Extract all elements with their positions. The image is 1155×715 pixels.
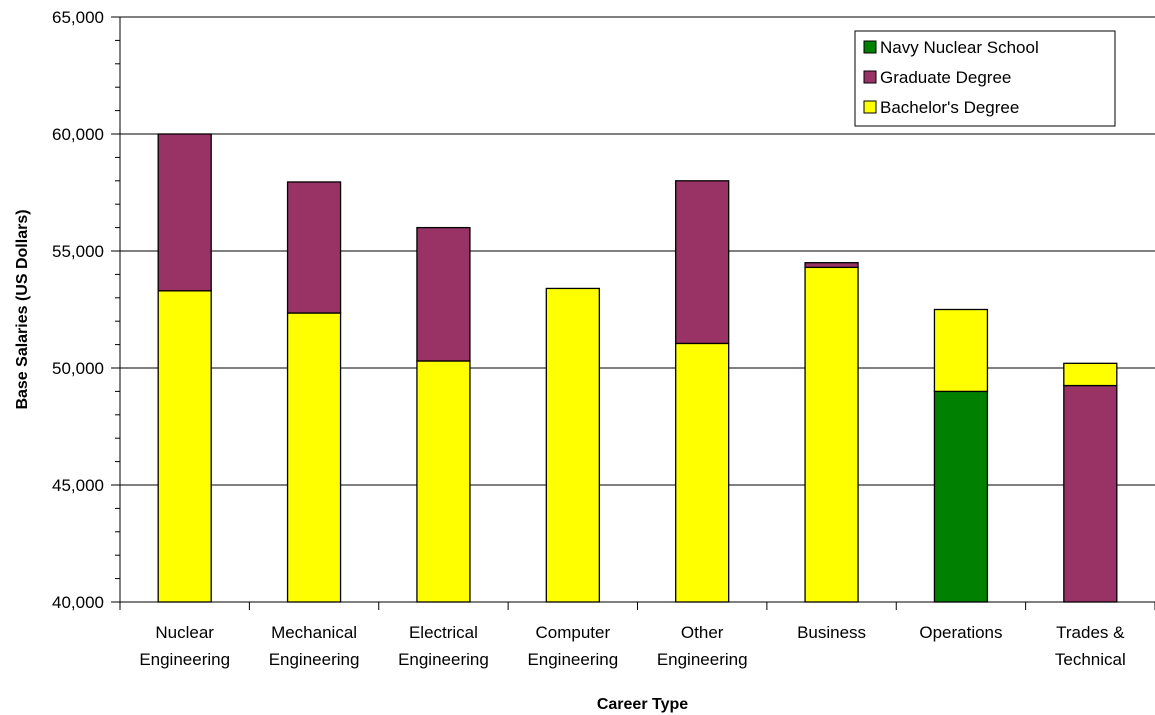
axis-labels: 40,000 45,000 50,000 55,000 60,000 65,000 Nucl…	[52, 8, 1126, 669]
bar-graduate-degree	[675, 180, 730, 345]
bar-bachelors-degree	[545, 287, 600, 603]
bar-bachelors-degree	[157, 290, 212, 603]
bar-bachelors-degree	[933, 308, 989, 393]
bar-bachelors-degree	[675, 342, 730, 603]
x-category-label: Engineering	[527, 650, 618, 669]
x-category-label: Trades &	[1056, 623, 1125, 642]
legend-swatch	[863, 70, 877, 84]
bars	[157, 133, 1118, 603]
bar-graduate-degree	[416, 226, 471, 362]
axes	[111, 16, 1155, 610]
bar-bachelors-degree	[286, 312, 342, 603]
x-category-label: Computer	[535, 623, 610, 642]
legend: Navy Nuclear School Graduate Degree Bachel…	[854, 30, 1116, 127]
legend-label: Graduate Degree	[880, 68, 1011, 87]
x-category-label: Business	[797, 623, 866, 642]
legend-swatch	[863, 40, 877, 54]
x-category-label: Technical	[1055, 650, 1126, 669]
x-category-label: Electrical	[409, 623, 478, 642]
y-tick-label: 50,000	[52, 359, 104, 378]
y-axis-title: Base Salaries (US Dollars)	[14, 209, 31, 409]
legend-box	[854, 30, 1116, 127]
bar-graduate-degree	[157, 133, 212, 292]
x-category-label: Engineering	[139, 650, 230, 669]
x-category-label: Other	[681, 623, 724, 642]
bar-bachelors-degree	[804, 266, 859, 603]
x-category-label: Nuclear	[155, 623, 214, 642]
x-axis-title: Career Type	[597, 696, 688, 713]
x-category-label: Operations	[919, 623, 1002, 642]
y-tick-label: 55,000	[52, 242, 104, 261]
y-tick-label: 40,000	[52, 593, 104, 612]
x-category-label: Engineering	[269, 650, 360, 669]
x-category-label: Engineering	[657, 650, 748, 669]
y-tick-label: 65,000	[52, 8, 104, 27]
bar-graduate-degree	[804, 262, 859, 269]
y-tick-label: 60,000	[52, 125, 104, 144]
y-tick-label: 45,000	[52, 476, 104, 495]
bar-graduate-degree	[1063, 384, 1118, 603]
bar-bachelors-degree	[416, 360, 471, 603]
legend-label: Bachelor's Degree	[880, 98, 1019, 117]
bar-bachelors-degree	[1063, 362, 1118, 387]
x-category-label: Engineering	[398, 650, 489, 669]
x-category-label: Mechanical	[271, 623, 357, 642]
bar-navy-nuclear-school	[933, 390, 989, 603]
bar-graduate-degree	[286, 181, 342, 314]
legend-label: Navy Nuclear School	[880, 38, 1039, 57]
legend-swatch	[863, 100, 877, 114]
